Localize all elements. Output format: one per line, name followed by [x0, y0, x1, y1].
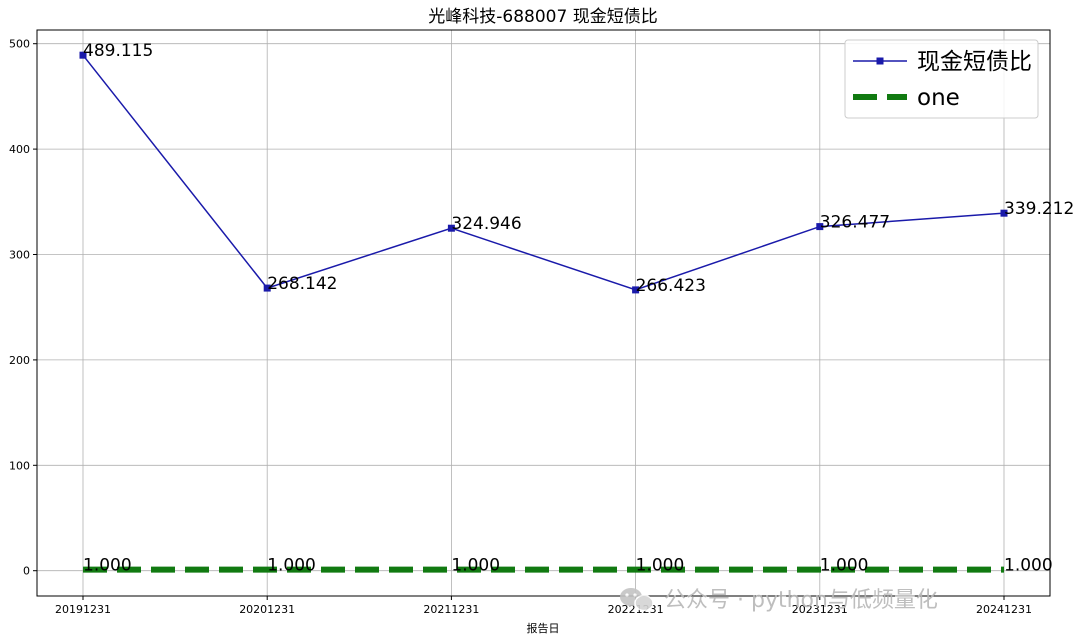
data-point	[1000, 209, 1008, 217]
data-label: 266.423	[636, 276, 706, 296]
data-label: 1.000	[1004, 556, 1053, 576]
y-tick-label: 200	[9, 354, 30, 367]
data-point	[79, 51, 87, 59]
y-tick-label: 100	[9, 459, 30, 472]
data-label: 1.000	[267, 556, 316, 576]
x-tick-label: 20211231	[423, 603, 479, 616]
y-tick-label: 500	[9, 38, 30, 51]
x-tick-label: 20201231	[239, 603, 295, 616]
data-labels: 489.115 268.142 324.946 266.423 326.477 339.2…	[83, 41, 1074, 575]
data-label: 324.946	[451, 214, 521, 234]
data-point	[632, 286, 640, 294]
y-tick-label: 0	[23, 565, 30, 578]
y-tick-label: 300	[9, 249, 30, 262]
data-label: 1.000	[83, 556, 132, 576]
data-label: 326.477	[820, 213, 890, 233]
legend-entry: one	[917, 85, 960, 111]
x-tick-label: 20191231	[55, 603, 111, 616]
plot-frame	[36, 29, 1051, 597]
data-label: 1.000	[451, 556, 500, 576]
legend: 现金短债比 one	[844, 39, 1039, 119]
series-line-0	[82, 54, 1005, 291]
y-tick-label: 400	[9, 143, 30, 156]
data-label: 489.115	[83, 41, 153, 61]
chart-title: 光峰科技-688007 现金短债比	[428, 7, 657, 27]
legend-entry: 现金短债比	[917, 49, 1032, 75]
data-point	[263, 284, 271, 292]
watermark-text: 公众号 · python与低频量化	[664, 588, 938, 613]
x-tick-label: 20231231	[792, 603, 848, 616]
data-point	[816, 223, 824, 231]
series-layer	[79, 51, 1008, 573]
watermark: 公众号 · python与低频量化	[620, 588, 938, 613]
data-label: 339.212	[1004, 199, 1074, 219]
x-axis-label: 报告日	[527, 621, 560, 635]
data-label: 1.000	[820, 556, 869, 576]
wechat-icon	[620, 588, 654, 612]
legend-marker	[876, 57, 884, 65]
data-point	[447, 224, 455, 232]
data-label: 268.142	[267, 274, 337, 294]
data-label: 1.000	[636, 556, 685, 576]
x-tick-label: 20241231	[976, 603, 1032, 616]
